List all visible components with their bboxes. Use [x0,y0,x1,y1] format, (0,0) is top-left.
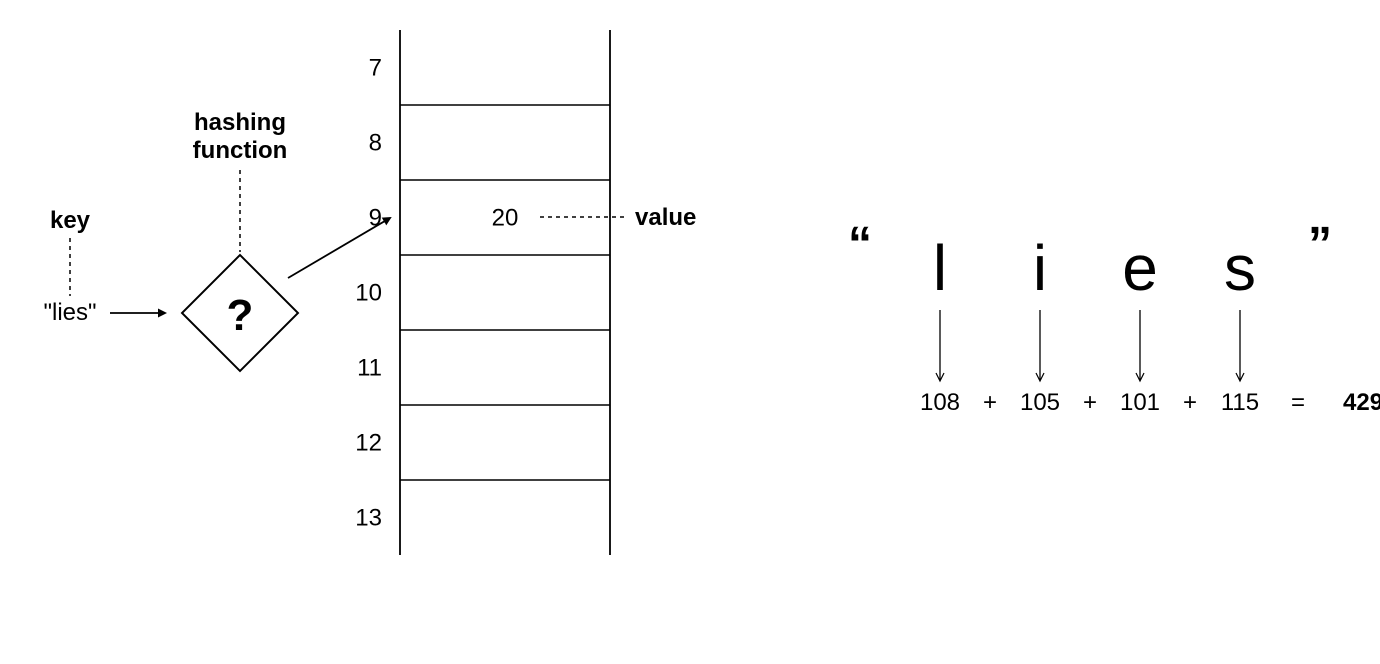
plus-sign: + [1183,389,1197,416]
table-index: 11 [357,355,382,382]
key-label: key [50,207,91,234]
ascii-breakdown: “ l i es ” 108 +105 +101 +115 = 429 [848,218,1380,416]
hash-label-1: hashing [194,109,286,136]
ascii-code: 108 [920,389,960,416]
ascii-char: s [1224,232,1256,304]
table-index: 12 [355,430,382,457]
ascii-code: 105 [1020,389,1060,416]
hash-symbol: ? [227,291,254,340]
plus-sign: + [1083,389,1097,416]
hash-label-2: function [193,137,288,164]
close-quote: ” [1308,218,1332,271]
plus-sign: + [983,389,997,416]
ascii-char: e [1122,232,1158,304]
hash-table: 7 8 9 10 11 12 13 20 [355,30,610,555]
ascii-sum: 429 [1343,389,1380,416]
table-index: 10 [355,280,382,307]
equals-sign: = [1291,389,1305,416]
table-index: 7 [369,55,382,82]
value-label: value [635,204,696,231]
ascii-code: 115 [1221,389,1259,416]
ascii-code: 101 [1120,389,1160,416]
table-index: 13 [355,505,382,532]
open-quote: “ [848,218,872,271]
table-index: 9 [369,205,382,232]
ascii-char: i [1033,232,1047,304]
key-text: "lies" [43,299,96,326]
table-cell-value: 20 [492,205,519,232]
hash-function-diamond: ? [182,255,298,371]
table-index: 8 [369,130,382,157]
ascii-char: l [933,232,947,304]
